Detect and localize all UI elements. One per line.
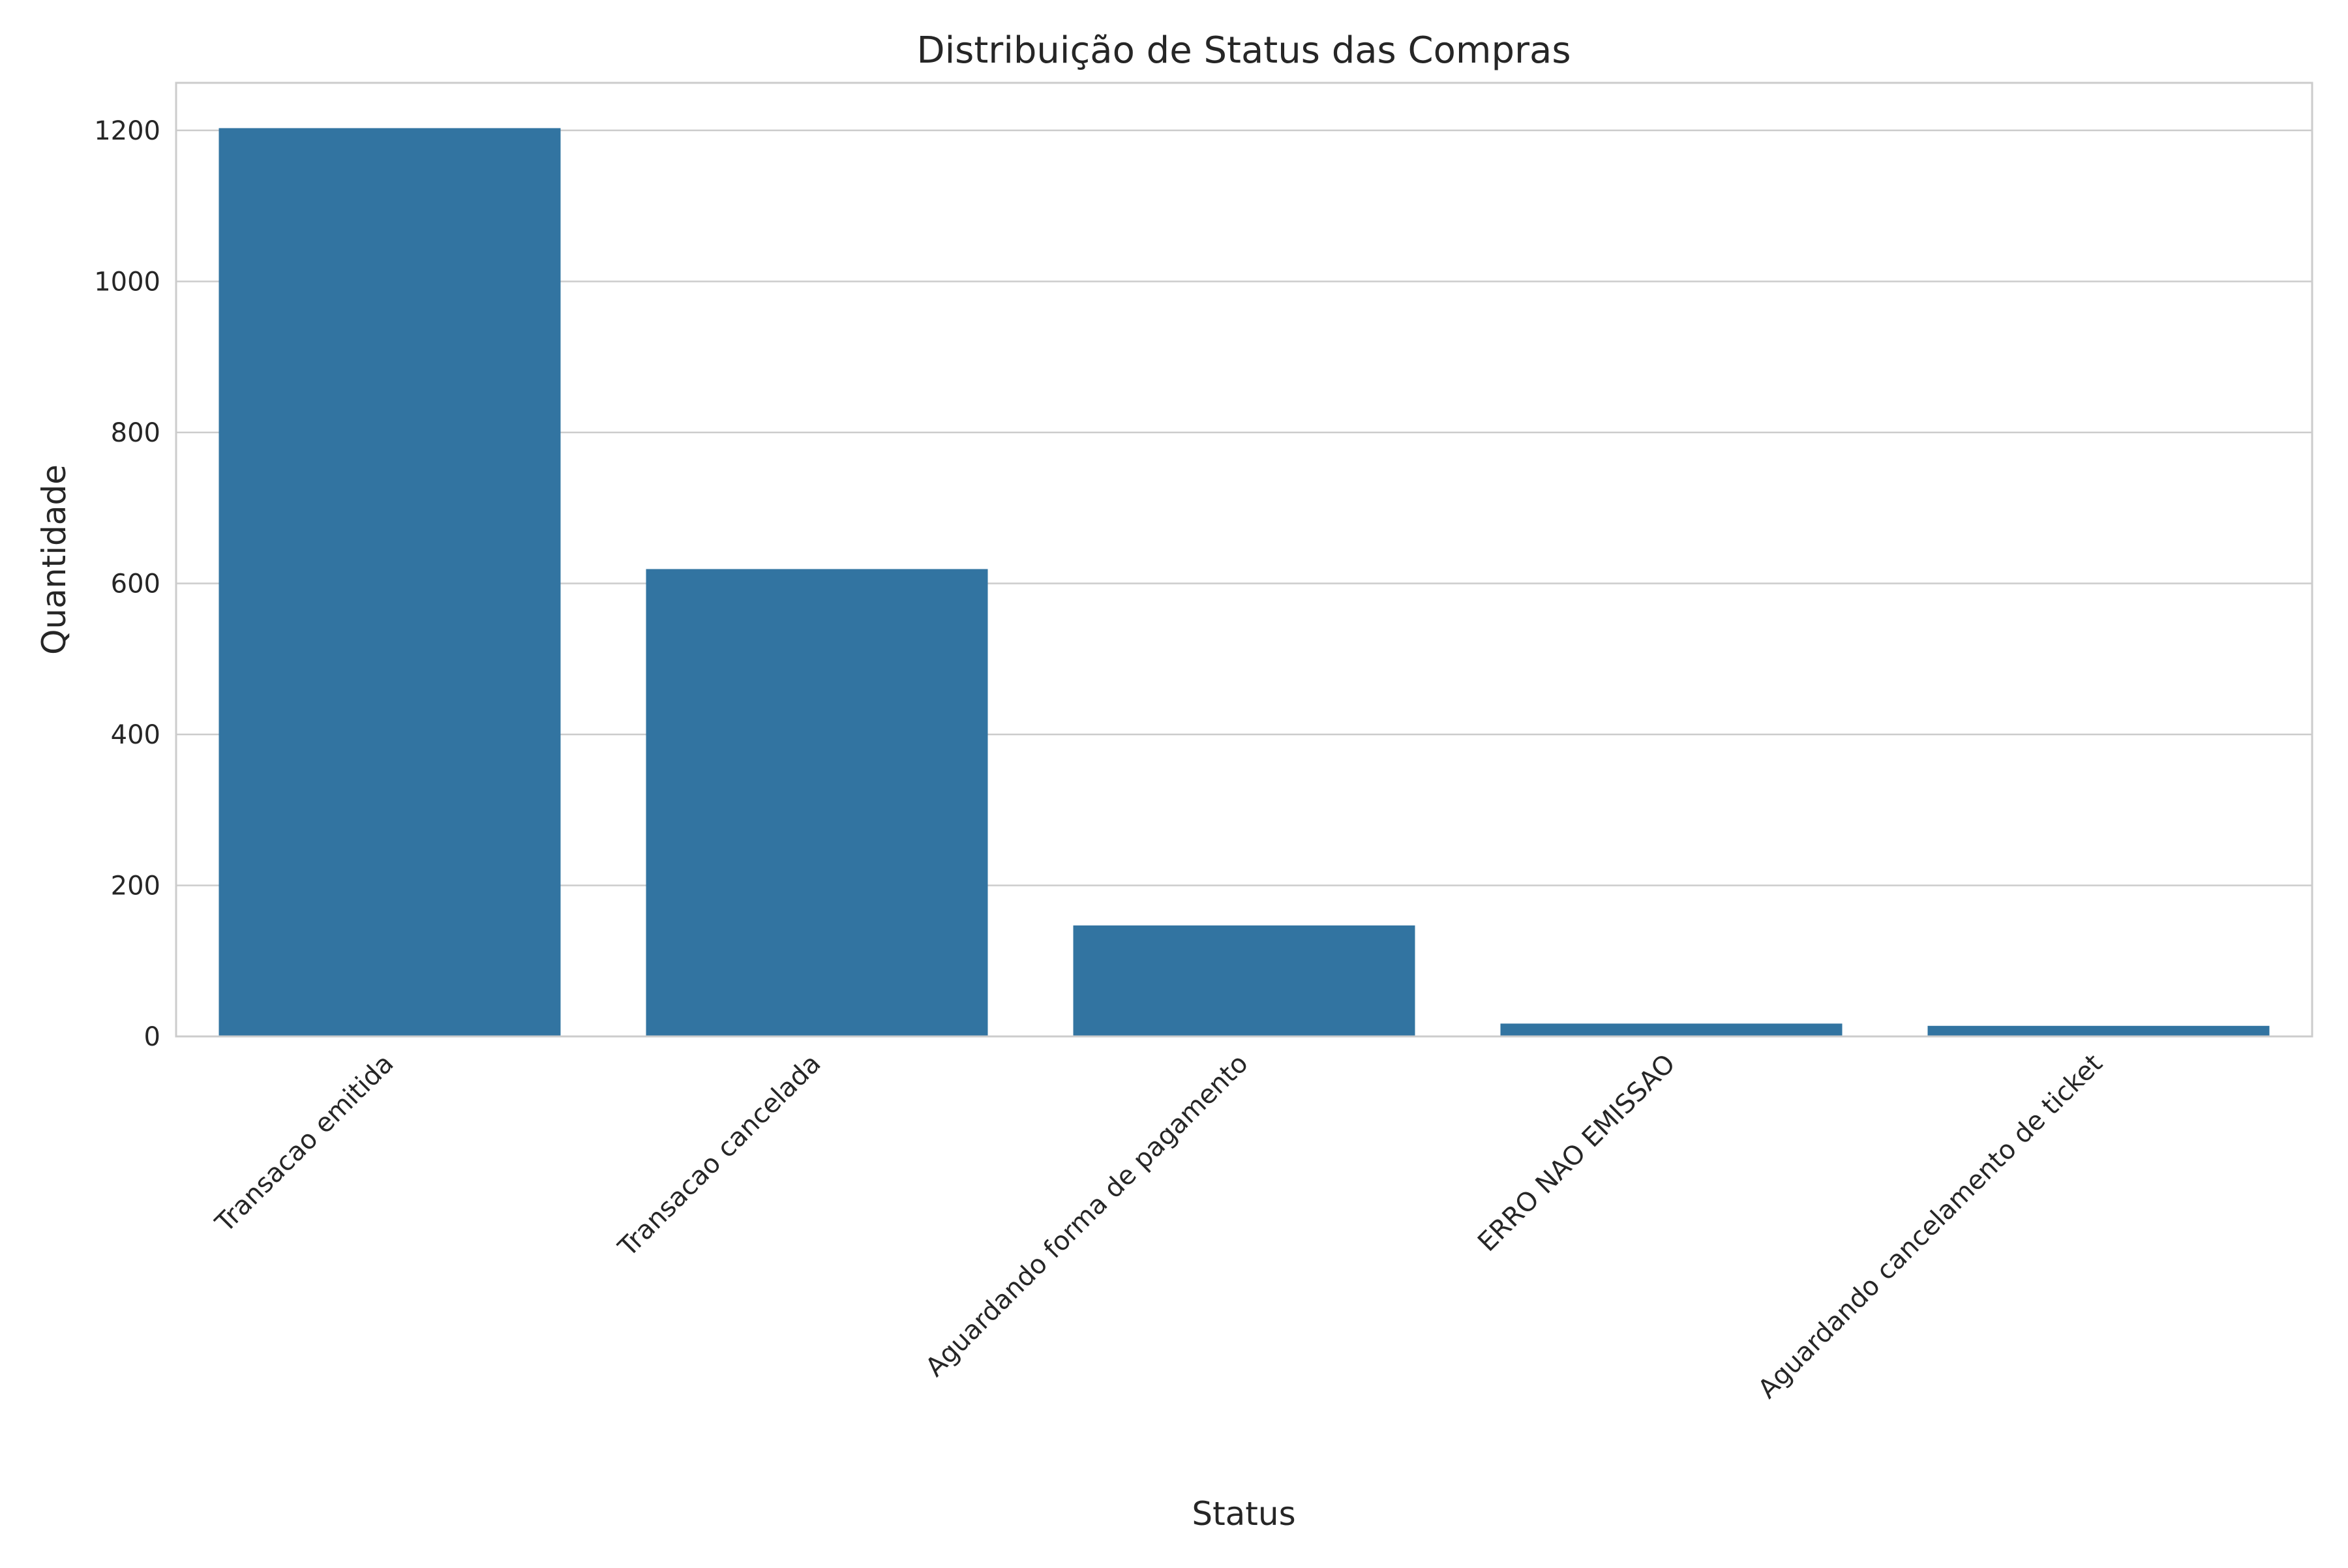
bar: [646, 569, 988, 1036]
x-axis-label: Status: [1192, 1495, 1295, 1533]
y-tick-label: 1000: [94, 267, 160, 297]
bars: [218, 128, 2270, 1037]
chart-title: Distribuição de Status das Compras: [916, 29, 1571, 72]
y-tick-label: 400: [111, 720, 160, 750]
bar: [1073, 925, 1415, 1036]
y-tick-label: 600: [111, 569, 160, 599]
bar: [218, 128, 561, 1037]
y-tick-label: 1200: [94, 116, 160, 146]
y-tick-label: 200: [111, 871, 160, 901]
bar: [1927, 1025, 2270, 1036]
plot-frame: [175, 82, 2313, 1038]
bar: [1500, 1023, 1843, 1036]
y-tick-label: 0: [144, 1022, 160, 1052]
y-tick-label: 800: [111, 418, 160, 448]
y-axis-label: Quantidade: [35, 464, 73, 655]
y-axis-ticks: 0 200 400 600 800 1000 1200: [94, 116, 160, 1052]
